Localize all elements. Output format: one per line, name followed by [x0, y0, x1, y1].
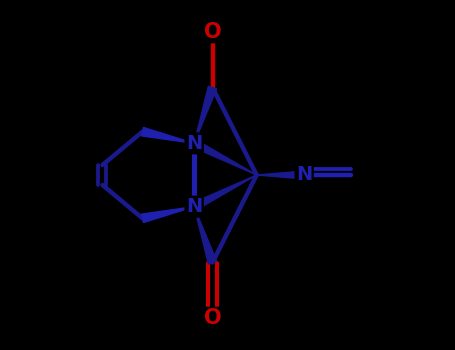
Polygon shape [192, 175, 257, 210]
Text: O: O [204, 22, 221, 42]
Polygon shape [142, 206, 194, 223]
Text: N: N [186, 197, 202, 216]
Polygon shape [142, 127, 194, 144]
Text: O: O [204, 308, 221, 328]
Polygon shape [194, 206, 217, 264]
Text: N: N [296, 166, 312, 184]
Polygon shape [194, 86, 217, 144]
Text: N: N [186, 134, 202, 153]
Polygon shape [192, 140, 257, 175]
Polygon shape [257, 171, 304, 179]
